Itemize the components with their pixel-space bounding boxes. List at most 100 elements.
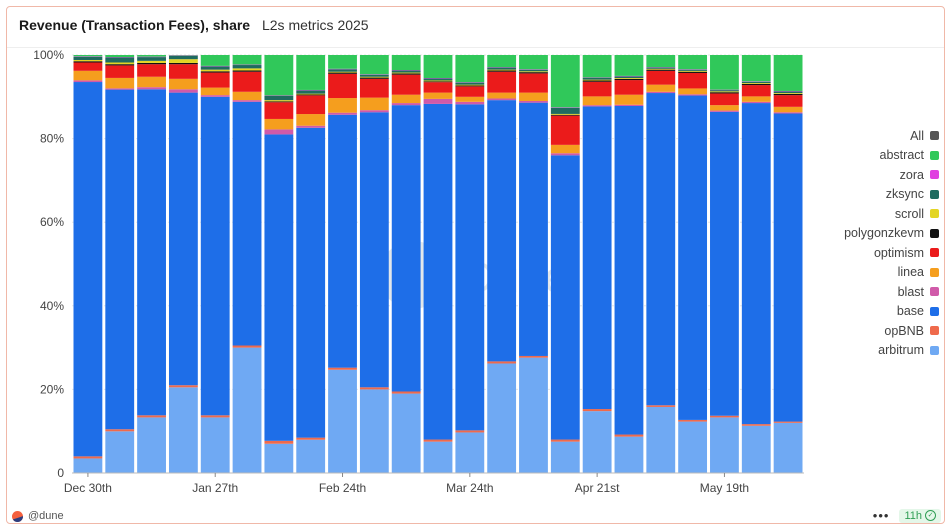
y-tick-label: 40% bbox=[40, 299, 64, 313]
legend-swatch bbox=[930, 131, 939, 141]
bar-segment-arbitrum bbox=[423, 441, 453, 473]
bar-segment-scroll bbox=[455, 84, 485, 86]
bar-segment-abstract bbox=[423, 55, 453, 78]
legend-item-base[interactable]: base bbox=[799, 302, 939, 322]
bar-segment-arbitrum bbox=[741, 425, 771, 473]
bar-segment-opBNB bbox=[391, 391, 421, 394]
bar-segment-abstract bbox=[73, 55, 103, 57]
bar-segment-polygonzkevm bbox=[614, 78, 644, 81]
x-tick-label: Jan 27th bbox=[192, 481, 238, 495]
bar-segment-blast bbox=[582, 105, 612, 107]
legend-item-scroll[interactable]: scroll bbox=[799, 204, 939, 224]
bar-segment-arbitrum bbox=[296, 439, 326, 473]
bar-segment-polygonzkevm bbox=[423, 81, 453, 83]
bar-segment-base bbox=[137, 89, 166, 416]
bar-segment-base bbox=[296, 127, 326, 438]
bar-segment-abstract bbox=[582, 55, 612, 78]
bar-segment-zksync bbox=[264, 95, 294, 101]
legend-swatch bbox=[930, 209, 939, 219]
bar-segment-optimism bbox=[264, 102, 294, 119]
y-tick-label: 100% bbox=[33, 48, 64, 62]
legend-item-abstract[interactable]: abstract bbox=[799, 146, 939, 166]
bar-segment-blast bbox=[710, 110, 739, 112]
freshness-label: 11h bbox=[904, 509, 922, 522]
bar-segment-blast bbox=[328, 112, 357, 115]
bar-segment-base bbox=[391, 105, 421, 392]
legend-swatch bbox=[930, 248, 939, 258]
y-tick-label: 0 bbox=[57, 466, 64, 480]
bar-segment-base bbox=[519, 102, 548, 356]
bar-segment-base bbox=[423, 103, 453, 440]
bar-segment-abstract bbox=[137, 55, 166, 57]
bar-segment-opBNB bbox=[232, 345, 262, 348]
bar-segment-linea bbox=[646, 84, 676, 92]
bar-segment-arbitrum bbox=[614, 436, 644, 473]
bar-segment-scroll bbox=[519, 71, 548, 73]
legend-label: arbitrum bbox=[878, 343, 924, 358]
bar-segment-zksync bbox=[200, 66, 230, 70]
bar-segment-opBNB bbox=[137, 415, 166, 418]
bar-segment-base bbox=[232, 101, 262, 346]
legend-label: optimism bbox=[873, 245, 924, 260]
bar-segment-linea bbox=[582, 96, 612, 106]
bar-segment-scroll bbox=[296, 93, 326, 95]
bar-segment-abstract bbox=[773, 55, 803, 91]
legend-label: zksync bbox=[885, 187, 924, 202]
more-options-icon[interactable]: ••• bbox=[872, 508, 890, 523]
legend-item-zora[interactable]: zora bbox=[799, 165, 939, 185]
legend-item-opBNB[interactable]: opBNB bbox=[799, 321, 939, 341]
bar-segment-linea bbox=[137, 76, 166, 88]
legend-item-arbitrum[interactable]: arbitrum bbox=[799, 341, 939, 361]
header-divider bbox=[7, 47, 944, 48]
bar-segment-blast bbox=[264, 129, 294, 135]
legend-swatch bbox=[930, 326, 939, 336]
bar-segment-opBNB bbox=[582, 409, 612, 412]
bar-segment-blast bbox=[232, 100, 262, 102]
bar-segment-linea bbox=[519, 92, 548, 101]
bar-segment-zksync bbox=[359, 74, 389, 77]
bar-segment-polygonzkevm bbox=[296, 94, 326, 96]
legend-swatch bbox=[930, 170, 939, 180]
bar-segment-opBNB bbox=[519, 355, 548, 358]
bar-segment-linea bbox=[678, 88, 708, 95]
bar-segment-base bbox=[646, 93, 676, 406]
bar-segment-scroll bbox=[73, 59, 103, 62]
legend-swatch bbox=[930, 189, 939, 199]
legend-item-zksync[interactable]: zksync bbox=[799, 185, 939, 205]
x-tick-label: Mar 24th bbox=[446, 481, 493, 495]
bar-segment-linea bbox=[264, 118, 294, 130]
bar-segment-optimism bbox=[296, 95, 326, 115]
bar-segment-arbitrum bbox=[328, 369, 357, 473]
bar-segment-abstract bbox=[646, 55, 676, 68]
bar-segment-abstract bbox=[359, 55, 389, 75]
legend-item-blast[interactable]: blast bbox=[799, 282, 939, 302]
bar-segment-optimism bbox=[200, 72, 230, 88]
legend-item-polygonzkevm[interactable]: polygonzkevm bbox=[799, 224, 939, 244]
freshness-badge[interactable]: 11h ✓ bbox=[899, 508, 941, 523]
bar-segment-optimism bbox=[105, 65, 135, 78]
bar-segment-base bbox=[678, 95, 708, 420]
legend-item-optimism[interactable]: optimism bbox=[799, 243, 939, 263]
legend-item-linea[interactable]: linea bbox=[799, 263, 939, 283]
bar-segment-optimism bbox=[519, 73, 548, 93]
bar-segment-optimism bbox=[678, 72, 708, 89]
bar-segment-optimism bbox=[646, 70, 676, 85]
bar-segment-scroll bbox=[137, 60, 166, 63]
bar-segment-arbitrum bbox=[264, 443, 294, 473]
bar-segment-scroll bbox=[423, 80, 453, 82]
bar-segment-linea bbox=[359, 97, 389, 111]
legend-item-All[interactable]: All bbox=[799, 126, 939, 146]
bar-segment-zksync bbox=[105, 57, 135, 63]
legend-swatch bbox=[930, 345, 939, 355]
author-tag[interactable]: @dune bbox=[12, 510, 64, 522]
bar-segment-optimism bbox=[73, 62, 103, 71]
bar-segment-linea bbox=[296, 114, 326, 126]
bar-segment-scroll bbox=[710, 91, 739, 93]
bar-segment-blast bbox=[455, 101, 485, 105]
bar-segment-arbitrum bbox=[73, 458, 103, 473]
bar-segment-opBNB bbox=[678, 419, 708, 422]
bar-segment-linea bbox=[455, 96, 485, 102]
bar-segment-zksync bbox=[455, 82, 485, 85]
legend-label: opBNB bbox=[884, 323, 924, 338]
